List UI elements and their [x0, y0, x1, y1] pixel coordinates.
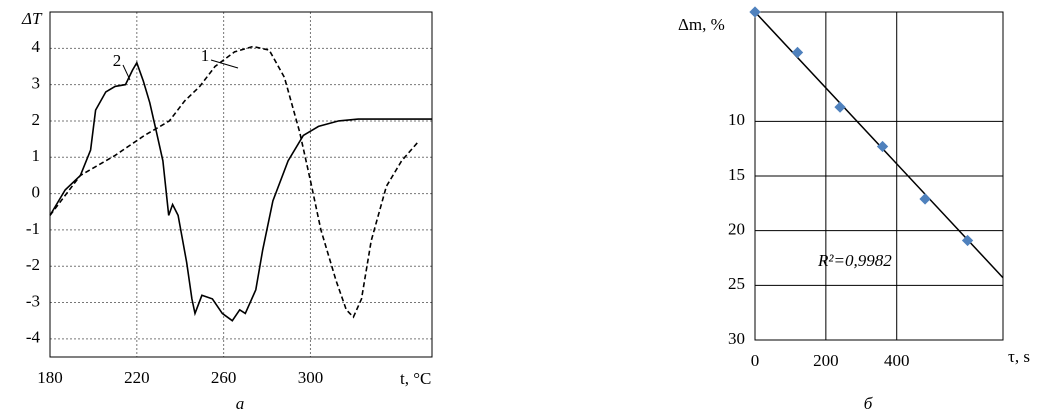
caption: б [864, 394, 873, 413]
y-tick-label: -2 [26, 255, 40, 274]
x-tick-label: 300 [298, 368, 324, 387]
curve-label: 1 [201, 46, 210, 65]
x-axis-label: t, °C [400, 369, 431, 388]
y-tick-label: -4 [26, 328, 41, 347]
point [919, 193, 931, 205]
y-axis-label: ΔT [21, 9, 43, 28]
x-tick-label: 180 [37, 368, 63, 387]
point [876, 140, 889, 153]
point [834, 101, 846, 113]
y-tick-label: 4 [32, 37, 41, 56]
point [791, 46, 804, 59]
label-leader [210, 59, 239, 69]
plot-frame [49, 11, 433, 358]
y-tick-label: -1 [26, 219, 40, 238]
x-tick-label: 200 [813, 351, 839, 370]
caption: а [236, 394, 245, 413]
curve [49, 60, 432, 322]
curve-label: 2 [113, 51, 122, 70]
y-tick-label: 10 [728, 110, 745, 129]
annotation: R²=0,9982 [817, 251, 892, 270]
x-tick-label: 0 [751, 351, 760, 370]
y-axis-label: Δm, % [678, 15, 725, 34]
x-tick-label: 260 [211, 368, 237, 387]
x-tick-label: 400 [884, 351, 910, 370]
x-tick-label: 220 [124, 368, 150, 387]
y-tick-label: 25 [728, 274, 745, 293]
curve [49, 45, 420, 319]
plot-frame [754, 11, 1004, 341]
label-leader [122, 64, 131, 81]
y-tick-label: -3 [26, 291, 40, 310]
y-tick-label: 15 [728, 165, 745, 184]
y-tick-label: 2 [32, 110, 41, 129]
y-tick-label: 20 [728, 220, 745, 239]
y-tick-label: 3 [32, 74, 41, 93]
y-tick-label: 30 [728, 329, 745, 348]
x-axis-label: τ, s [1008, 347, 1030, 366]
y-tick-label: 1 [32, 146, 41, 165]
y-tick-label: 0 [32, 182, 41, 201]
point [961, 234, 974, 247]
